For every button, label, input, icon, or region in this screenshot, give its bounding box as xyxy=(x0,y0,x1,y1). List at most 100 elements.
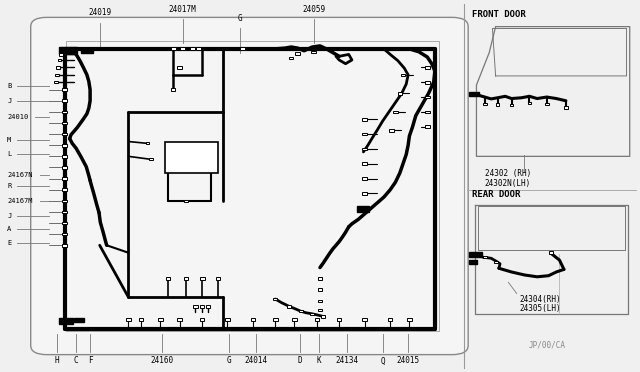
Bar xyxy=(206,305,211,308)
Bar xyxy=(549,251,554,254)
Bar xyxy=(62,222,67,224)
Bar xyxy=(62,133,67,135)
Bar xyxy=(225,318,230,321)
Text: 24015: 24015 xyxy=(397,356,420,365)
Bar xyxy=(468,92,479,96)
Bar xyxy=(362,133,367,135)
Bar xyxy=(216,278,220,280)
FancyBboxPatch shape xyxy=(31,17,468,355)
Bar xyxy=(310,313,314,315)
Bar xyxy=(545,103,548,105)
Bar xyxy=(362,163,367,165)
Bar xyxy=(62,122,67,124)
Bar xyxy=(171,47,175,50)
Bar xyxy=(273,298,277,300)
Bar xyxy=(292,318,297,321)
Bar xyxy=(60,47,77,54)
Bar xyxy=(189,47,195,50)
Text: REAR DOOR: REAR DOOR xyxy=(472,190,520,199)
Text: 24019: 24019 xyxy=(88,9,111,17)
Bar xyxy=(388,318,392,321)
Text: C: C xyxy=(74,356,78,365)
Bar xyxy=(509,104,513,106)
Bar xyxy=(239,47,244,50)
Bar xyxy=(184,199,188,202)
Text: J: J xyxy=(7,98,12,104)
Bar xyxy=(146,142,150,144)
Text: J: J xyxy=(7,213,12,219)
Bar xyxy=(196,47,201,50)
Bar xyxy=(407,318,412,321)
Bar xyxy=(184,278,188,280)
Bar xyxy=(564,106,568,109)
Text: 24134: 24134 xyxy=(336,356,359,365)
Bar xyxy=(393,110,397,113)
Bar xyxy=(55,74,59,76)
Bar xyxy=(468,260,477,264)
Bar xyxy=(60,53,63,55)
Bar xyxy=(62,177,67,180)
Bar xyxy=(62,188,67,191)
Bar xyxy=(62,233,67,235)
Bar xyxy=(62,110,67,113)
Bar xyxy=(527,102,531,104)
Bar xyxy=(62,99,67,102)
Bar xyxy=(321,315,325,318)
Bar xyxy=(177,318,182,321)
Bar xyxy=(362,148,367,150)
Bar xyxy=(337,318,341,321)
Bar xyxy=(287,305,291,308)
Bar xyxy=(56,66,60,68)
Text: A: A xyxy=(7,226,12,232)
Text: 24302 (RH): 24302 (RH) xyxy=(484,169,531,178)
Bar xyxy=(166,141,218,173)
Bar xyxy=(62,199,67,202)
Bar xyxy=(315,318,319,321)
Bar xyxy=(251,318,255,321)
Text: H: H xyxy=(54,356,60,365)
Bar xyxy=(289,57,294,60)
Text: M: M xyxy=(7,137,12,143)
Text: G: G xyxy=(227,356,232,365)
Bar xyxy=(62,211,67,213)
Bar xyxy=(318,278,322,280)
Bar xyxy=(177,66,182,69)
Bar xyxy=(299,310,303,312)
Bar xyxy=(139,318,143,321)
Bar xyxy=(58,59,61,61)
Bar xyxy=(180,47,185,50)
Bar xyxy=(60,318,74,324)
Bar xyxy=(318,309,322,311)
Text: 24167N: 24167N xyxy=(7,172,33,178)
Text: FRONT DOOR: FRONT DOOR xyxy=(472,10,525,19)
Bar xyxy=(312,51,316,53)
Bar xyxy=(62,144,67,147)
Bar xyxy=(425,81,429,84)
Text: 24160: 24160 xyxy=(150,356,173,365)
Text: D: D xyxy=(297,356,302,365)
Bar xyxy=(54,81,58,83)
Text: 24304(RH): 24304(RH) xyxy=(519,295,561,304)
Text: 24059: 24059 xyxy=(302,5,325,14)
Bar xyxy=(425,125,429,128)
Bar xyxy=(318,299,322,302)
Bar xyxy=(193,305,198,308)
Text: G: G xyxy=(238,14,243,23)
Bar xyxy=(468,252,481,257)
Bar xyxy=(425,110,429,113)
Text: 24014: 24014 xyxy=(244,356,268,365)
Bar xyxy=(425,96,429,98)
Bar xyxy=(397,92,402,94)
Text: 24305(LH): 24305(LH) xyxy=(519,304,561,313)
Text: 24167M: 24167M xyxy=(7,198,33,204)
Bar xyxy=(483,256,486,258)
Bar xyxy=(62,166,67,169)
Bar xyxy=(318,288,322,291)
Text: E: E xyxy=(7,240,12,246)
Bar xyxy=(357,206,369,212)
Text: L: L xyxy=(7,151,12,157)
Bar xyxy=(362,192,367,195)
Text: R: R xyxy=(7,183,12,189)
Bar xyxy=(62,88,67,91)
Bar xyxy=(200,278,205,280)
